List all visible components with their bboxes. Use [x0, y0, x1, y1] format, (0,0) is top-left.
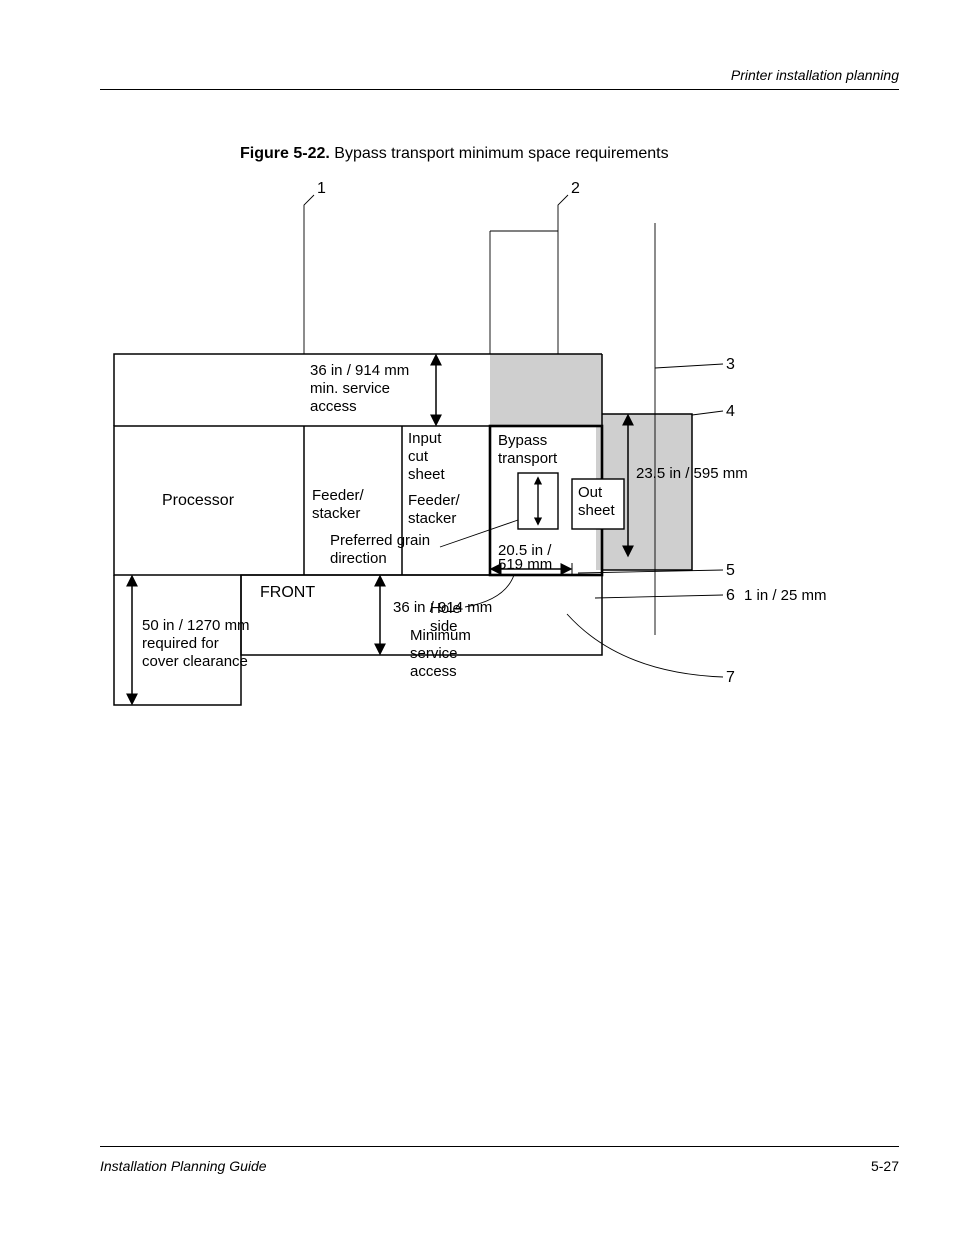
footer-left: Installation Planning Guide: [100, 1158, 267, 1174]
label-top-service-2: min. service: [310, 380, 390, 397]
bottom-rule: [100, 1146, 899, 1147]
label-50a: 50 in / 1270 mm: [142, 617, 250, 634]
callout-3: 3: [726, 356, 735, 373]
page: Printer installation planning Figure 5-2…: [0, 0, 954, 1235]
label-bsb: service: [410, 645, 458, 662]
callout-2: 2: [571, 180, 580, 197]
label-hole-b: side: [430, 618, 458, 635]
label-hole-a: Hole: [430, 600, 461, 617]
sheets: [518, 473, 624, 529]
label-ics-b: cut: [408, 448, 429, 465]
label-519b: 519 mm: [498, 556, 552, 573]
label-1in: 1 in / 25 mm: [744, 587, 827, 604]
label-top-service-1: 36 in / 914 mm: [310, 362, 409, 379]
label-processor: Processor: [162, 492, 235, 509]
callout-6: 6: [726, 587, 735, 604]
diagram: 1 2 3 4 5 6 7: [100, 175, 880, 755]
callout-5: 5: [726, 562, 735, 579]
label-595: 23.5 in / 595 mm: [636, 465, 748, 482]
top-rule: [100, 89, 899, 90]
label-grain-a: Preferred grain: [330, 532, 430, 549]
label-out-b: sheet: [578, 502, 616, 519]
label-top-service-3: access: [310, 398, 357, 415]
labels: 36 in / 914 mm min. service access Proce…: [142, 362, 827, 680]
label-bsc: access: [410, 663, 457, 680]
label-front: FRONT: [260, 584, 315, 601]
label-grain-b: direction: [330, 550, 387, 567]
label-50b: required for: [142, 635, 219, 652]
figure-caption-text: Bypass transport minimum space requireme…: [334, 145, 668, 162]
label-fs2b: stacker: [408, 510, 456, 527]
label-fs1b: stacker: [312, 505, 360, 522]
figure-caption: Figure 5-22. Bypass transport minimum sp…: [240, 145, 669, 163]
label-ics-c: sheet: [408, 466, 446, 483]
figure-caption-lead: Figure 5-22.: [240, 145, 330, 162]
label-bt-b: transport: [498, 450, 558, 467]
label-out-a: Out: [578, 484, 603, 501]
label-bt-a: Bypass: [498, 432, 547, 449]
header-right: Printer installation planning: [731, 67, 899, 83]
label-fs1a: Feeder/: [312, 487, 365, 504]
callout-4: 4: [726, 403, 735, 420]
footer-page-number: 5-27: [871, 1158, 899, 1174]
label-ics-a: Input: [408, 430, 442, 447]
callout-1: 1: [317, 180, 326, 197]
label-fs2a: Feeder/: [408, 492, 461, 509]
callout-7: 7: [726, 669, 735, 686]
label-50c: cover clearance: [142, 653, 248, 670]
